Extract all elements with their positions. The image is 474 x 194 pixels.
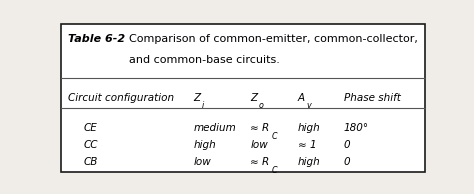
Text: Table 6-2: Table 6-2 — [68, 34, 126, 44]
Text: CC: CC — [83, 140, 98, 150]
Text: high: high — [298, 157, 321, 167]
Text: 0: 0 — [344, 140, 351, 150]
Text: v: v — [306, 101, 311, 110]
Text: 0: 0 — [344, 157, 351, 167]
Text: low: low — [193, 157, 211, 167]
Text: low: low — [250, 140, 268, 150]
Text: 180°: 180° — [344, 123, 369, 133]
Text: ≈ 1: ≈ 1 — [298, 140, 317, 150]
Text: Z: Z — [250, 93, 257, 103]
Text: Comparison of common-emitter, common-collector,: Comparison of common-emitter, common-col… — [129, 34, 418, 44]
Text: Circuit configuration: Circuit configuration — [68, 93, 174, 103]
Text: Z: Z — [193, 93, 201, 103]
Text: ≈ R: ≈ R — [250, 157, 270, 167]
Text: i: i — [201, 101, 204, 110]
Text: o: o — [258, 101, 263, 110]
Text: ≈ R: ≈ R — [250, 123, 270, 133]
Text: C: C — [271, 166, 277, 175]
Text: CE: CE — [83, 123, 97, 133]
Text: CB: CB — [83, 157, 98, 167]
Text: A: A — [298, 93, 305, 103]
Text: high: high — [298, 123, 321, 133]
Text: C: C — [271, 132, 277, 141]
Text: high: high — [193, 140, 216, 150]
Text: Phase shift: Phase shift — [344, 93, 401, 103]
Text: and common-base circuits.: and common-base circuits. — [129, 55, 280, 65]
Text: medium: medium — [193, 123, 236, 133]
